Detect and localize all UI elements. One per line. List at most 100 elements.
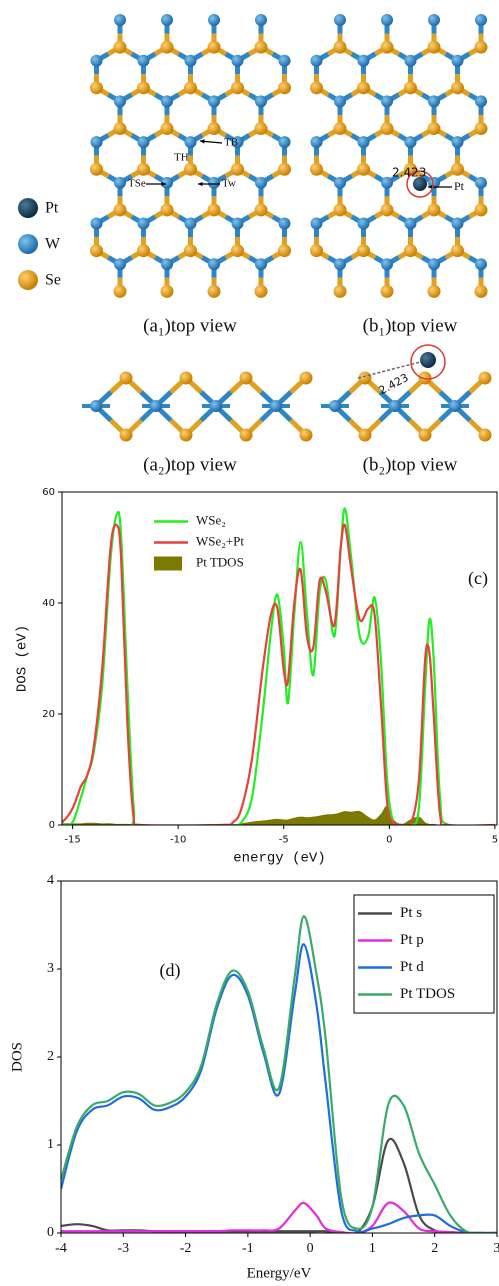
page: (a₁)top view (b₁)top view (a₂)top view (… (0, 0, 499, 1286)
w-atom (255, 258, 267, 270)
se-atom (231, 163, 244, 176)
w-atom (161, 95, 173, 107)
se-atom (404, 244, 417, 257)
se-atom (334, 285, 347, 298)
legend-label: W (45, 236, 61, 253)
w-atom (255, 95, 267, 107)
w-atom (334, 177, 346, 189)
se-atom (208, 122, 221, 135)
legend-label: Pt (45, 200, 59, 217)
x-tick-label: -5 (279, 834, 289, 845)
legend-swatch (154, 557, 182, 571)
se-atom (114, 285, 127, 298)
plot-area (51, 509, 494, 829)
figure: (a₁)top view (b₁)top view (a₂)top view (… (0, 0, 499, 1286)
w-atom (334, 95, 346, 107)
structures (18, 14, 492, 442)
site-label: TSe (128, 178, 146, 190)
se-atom (428, 203, 441, 216)
w-atom (452, 218, 464, 230)
se-atom (255, 41, 268, 54)
w-atom (311, 136, 323, 148)
se-atom (180, 372, 193, 385)
se-atom (334, 203, 347, 216)
legend-label: Pt p (400, 932, 424, 948)
se-atom (475, 41, 488, 54)
site-label: Tw (222, 178, 236, 190)
w-atom (90, 400, 102, 412)
w-atom (329, 400, 341, 412)
w-atom (334, 14, 346, 26)
pt-atom (420, 352, 436, 368)
w-atom (279, 218, 291, 230)
x-axis-label: Energy/eV (247, 1265, 312, 1281)
y-tick-label: 20 (42, 709, 55, 720)
x-tick-label: 3 (494, 1241, 499, 1256)
x-tick-label: -15 (64, 834, 80, 845)
se-atom (451, 81, 464, 94)
legend-atom (18, 234, 38, 254)
w-atom (161, 14, 173, 26)
se-atom (184, 81, 197, 94)
y-tick-label: 60 (42, 487, 55, 498)
w-atom (185, 55, 197, 67)
legend-label: WSe₂ (196, 512, 226, 527)
legend-label: Se (45, 272, 61, 289)
x-axis-label: energy (eV) (233, 851, 325, 867)
x-tick-label: 2 (431, 1241, 438, 1256)
se-atom (240, 372, 253, 385)
w-atom (475, 95, 487, 107)
se-atom (114, 122, 127, 135)
se-atom (161, 41, 174, 54)
w-atom (138, 136, 150, 148)
se-atom (419, 429, 432, 442)
se-atom (255, 285, 268, 298)
se-atom (475, 122, 488, 135)
y-tick-label: 0 (49, 820, 55, 831)
w-atom (114, 14, 126, 26)
w-atom (91, 55, 103, 67)
line (51, 524, 494, 828)
panel-label: (c) (468, 568, 488, 589)
w-atom (114, 95, 126, 107)
caption: (b₂)top view (363, 454, 458, 475)
w-atom (475, 258, 487, 270)
se-atom (278, 244, 291, 257)
w-atom (428, 95, 440, 107)
caption: (b₁)top view (363, 315, 458, 336)
x-tick-label: 0 (307, 1241, 314, 1256)
se-atom (208, 41, 221, 54)
y-tick-label: 40 (42, 598, 55, 609)
x-tick-label: -2 (180, 1241, 192, 1256)
se-atom (310, 244, 323, 257)
w-atom (452, 55, 464, 67)
y-tick-label: 1 (47, 1137, 54, 1152)
w-atom (475, 14, 487, 26)
panel-label: (d) (160, 960, 181, 981)
w-atom (334, 258, 346, 270)
se-atom (137, 163, 150, 176)
se-atom (208, 203, 221, 216)
w-atom (208, 258, 220, 270)
se-atom (359, 429, 372, 442)
w-atom (452, 136, 464, 148)
se-atom (278, 163, 291, 176)
se-atom (278, 81, 291, 94)
se-atom (161, 122, 174, 135)
caption: (a₁)top view (143, 315, 237, 336)
se-atom (231, 81, 244, 94)
se-atom (114, 203, 127, 216)
w-atom (449, 400, 461, 412)
w-atom (389, 400, 401, 412)
se-atom (255, 122, 268, 135)
y-tick-label: 4 (47, 873, 54, 888)
w-atom (232, 55, 244, 67)
se-atom (240, 429, 253, 442)
se-atom (334, 41, 347, 54)
w-atom (428, 14, 440, 26)
w-atom (232, 218, 244, 230)
se-atom (231, 244, 244, 257)
legend-label: Pt TDOS (400, 986, 455, 1002)
w-atom (208, 177, 220, 189)
